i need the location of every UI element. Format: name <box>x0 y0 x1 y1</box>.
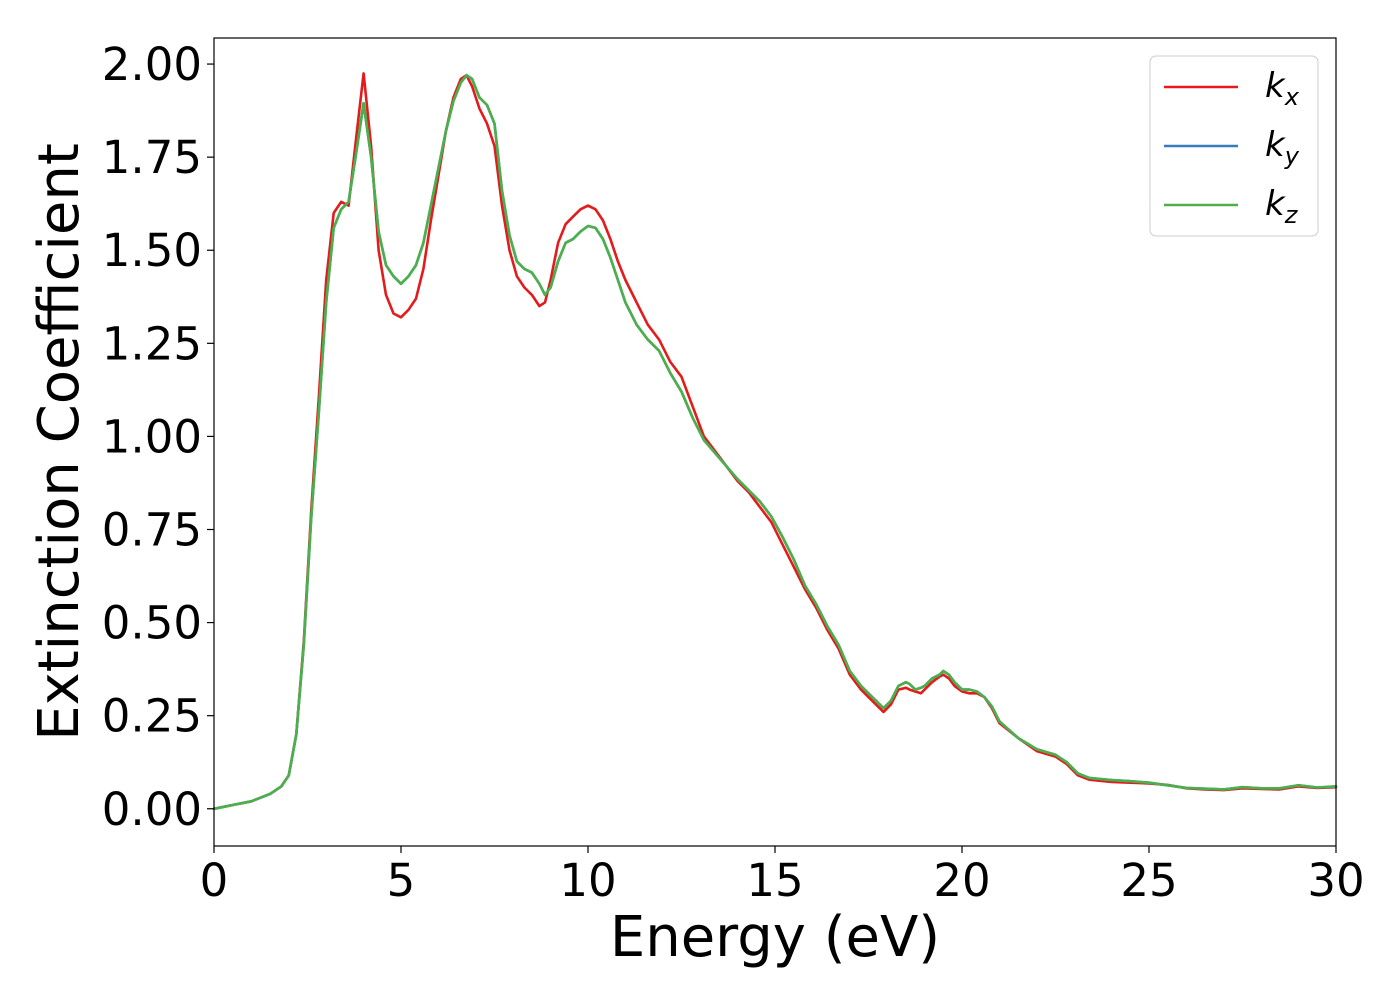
plot-background <box>214 38 1336 846</box>
y-tick-label: 1.00 <box>102 410 202 463</box>
y-tick-label: 0.25 <box>102 690 202 743</box>
series-line-kz <box>212 73 1338 811</box>
legend-label-base: k <box>1265 66 1286 106</box>
x-tick-label: 15 <box>746 854 803 907</box>
series-layer <box>212 72 1338 811</box>
y-tick-label: 1.25 <box>102 317 202 370</box>
x-tick-label: 20 <box>933 854 990 907</box>
x-tick-label: 10 <box>559 854 616 907</box>
legend-label-x: kx <box>1265 66 1300 111</box>
x-tick-label: 30 <box>1307 854 1364 907</box>
x-axis-title: Energy (eV) <box>610 905 940 970</box>
x-axis-ticks: 0 5 10 15 20 25 30 <box>200 846 1365 907</box>
legend-label-sub: z <box>1284 201 1299 229</box>
y-tick-label: 2.00 <box>102 38 202 91</box>
legend-label-base: k <box>1265 125 1286 165</box>
legend-label-sub: x <box>1284 83 1300 111</box>
legend-label-y: ky <box>1265 125 1300 170</box>
y-tick-label: 1.50 <box>102 224 202 277</box>
legend-label-z: kz <box>1265 184 1299 229</box>
y-tick-label: 0.00 <box>102 783 202 836</box>
y-tick-label: 0.50 <box>102 597 202 650</box>
x-tick-label: 25 <box>1120 854 1177 907</box>
x-tick-label: 0 <box>200 854 229 907</box>
y-tick-label: 0.75 <box>102 504 202 557</box>
legend-label-sub: y <box>1284 142 1300 170</box>
y-axis-ticks: 0.00 0.25 0.50 0.75 1.00 1.25 1.50 1.75 2.00 <box>102 38 214 836</box>
y-tick-label: 1.75 <box>102 131 202 184</box>
y-axis-title: Extinction Coefficient <box>27 143 92 741</box>
x-tick-label: 5 <box>387 854 416 907</box>
legend-label-base: k <box>1265 184 1286 224</box>
